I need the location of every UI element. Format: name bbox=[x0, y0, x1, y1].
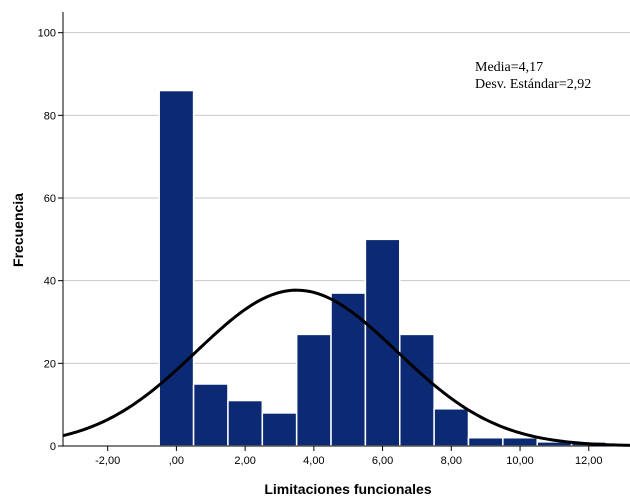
histogram-bar bbox=[295, 333, 332, 447]
y-tick-label: 40 bbox=[44, 276, 56, 288]
bars-layer bbox=[158, 89, 607, 447]
y-axis-title: Frecuencia bbox=[10, 193, 26, 267]
mean-annotation: Media=4,17 bbox=[475, 60, 543, 75]
ticks-layer: 0 20 40 60 80 100 -2,00 ,00 2,00 4,00 6,00 8,00 10,0… bbox=[38, 28, 603, 467]
histogram-bar bbox=[399, 333, 435, 447]
y-tick-label: 0 bbox=[50, 441, 56, 453]
histogram-bar bbox=[158, 89, 195, 447]
y-tick-label: 80 bbox=[44, 110, 56, 122]
x-tick-label: 10,00 bbox=[506, 455, 534, 467]
histogram-bar bbox=[227, 399, 264, 447]
histogram-bar bbox=[261, 412, 298, 447]
x-tick-label: -2,00 bbox=[95, 455, 120, 467]
x-tick-label: 12,00 bbox=[575, 455, 603, 467]
x-tick-label: 4,00 bbox=[303, 455, 324, 467]
histogram-bar bbox=[330, 292, 367, 447]
sd-annotation: Desv. Estándar=2,92 bbox=[475, 77, 591, 92]
x-tick-label: 2,00 bbox=[234, 455, 255, 467]
histogram-bar bbox=[502, 436, 538, 447]
grid-layer bbox=[63, 32, 630, 364]
x-axis-title: Limitaciones funcionales bbox=[264, 481, 431, 497]
x-tick-label: ,00 bbox=[169, 455, 184, 467]
histogram-bar bbox=[467, 436, 504, 447]
y-tick-label: 60 bbox=[44, 193, 56, 205]
curve-layer bbox=[62, 288, 630, 447]
x-tick-label: 8,00 bbox=[441, 455, 462, 467]
x-tick-label: 6,00 bbox=[372, 455, 393, 467]
normal-curve bbox=[62, 288, 630, 447]
y-tick-label: 100 bbox=[38, 28, 56, 40]
y-tick-label: 20 bbox=[44, 358, 56, 370]
histogram-bar bbox=[364, 238, 401, 447]
histogram-bar bbox=[192, 383, 229, 447]
histogram-bar bbox=[433, 408, 470, 447]
axes-layer bbox=[62, 12, 630, 447]
